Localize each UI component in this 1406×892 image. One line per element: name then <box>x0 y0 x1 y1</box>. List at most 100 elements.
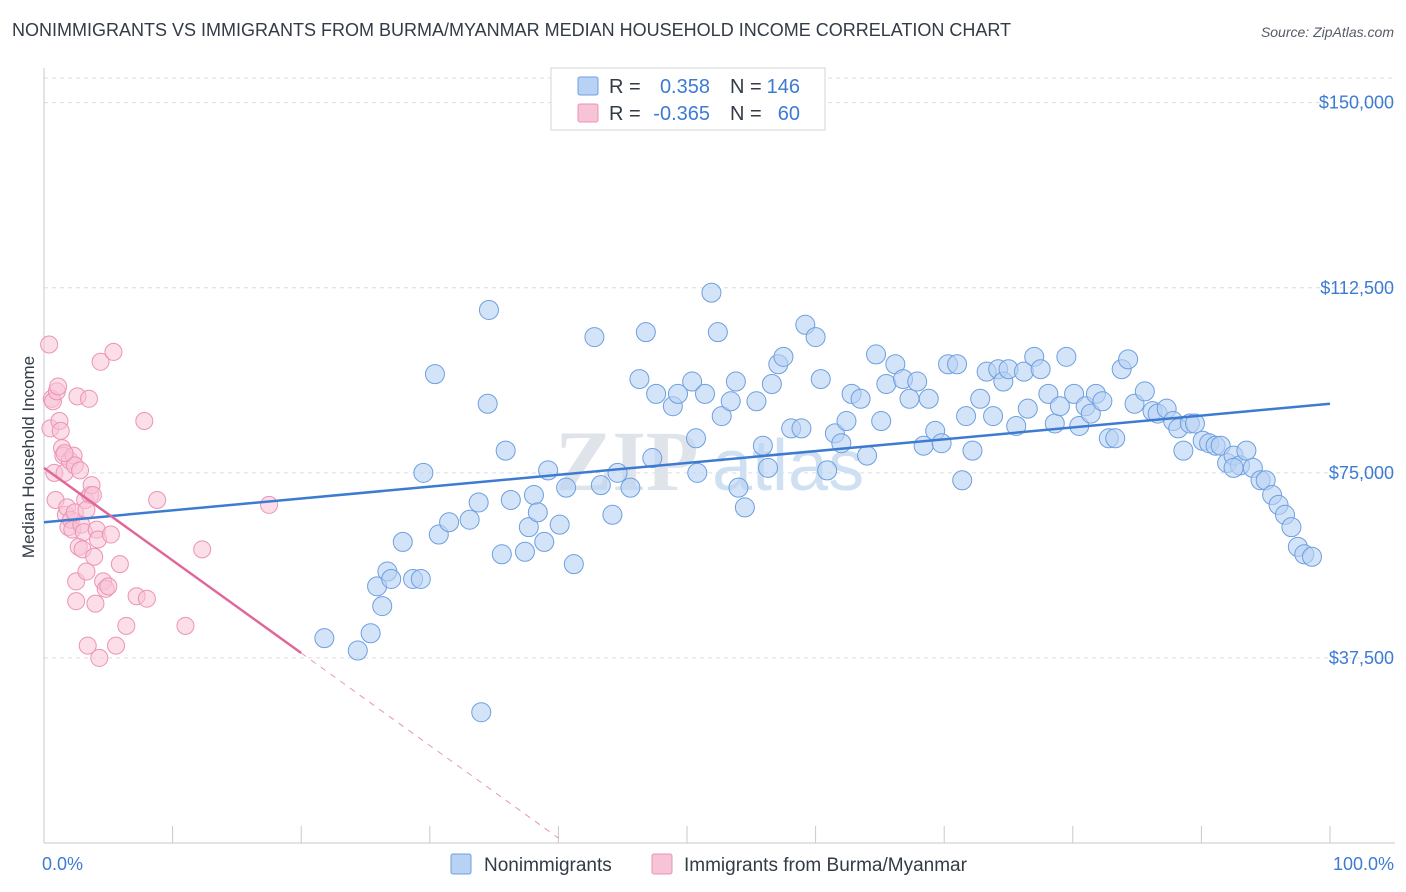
nonimmigrant-point-89 <box>983 406 1004 427</box>
legend-r-value-blue: 0.358 <box>660 76 710 98</box>
nonimmigrant-point-18 <box>478 299 499 320</box>
nonimmigrant-point-6 <box>372 596 393 617</box>
nonimmigrant-point-21 <box>500 489 521 510</box>
nonimmigrant-point-71 <box>866 344 887 365</box>
nonimmigrant-point-0 <box>314 628 335 649</box>
immigrant-point-59 <box>55 444 74 463</box>
nonimmigrant-point-62 <box>805 327 826 348</box>
nonimmigrant-point-23 <box>518 517 539 538</box>
nonimmigrant-point-41 <box>667 383 688 404</box>
nonimmigrant-point-48 <box>711 406 732 427</box>
trend-line-nonimmigrants <box>43 402 1331 524</box>
y-tick-label-1: $75,000 <box>1329 463 1394 483</box>
y-tick-label-2: $112,500 <box>1320 278 1394 298</box>
legend-swatch-pink <box>577 103 599 123</box>
nonimmigrant-point-17 <box>477 393 498 414</box>
nonimmigrant-point-83 <box>947 354 968 375</box>
legend-n-label-pink: N = <box>730 103 762 125</box>
nonimmigrant-point-9 <box>410 568 431 589</box>
immigrant-point-31 <box>78 636 97 655</box>
nonimmigrant-point-2 <box>360 623 381 644</box>
legend-r-value-pink: -0.365 <box>653 103 710 125</box>
immigrant-point-45 <box>101 525 120 544</box>
trend-lines <box>43 402 1331 839</box>
immigrant-point-51 <box>135 412 154 431</box>
immigrant-point-48 <box>110 555 129 574</box>
nonimmigrant-point-101 <box>1056 346 1077 367</box>
nonimmigrant-point-46 <box>701 282 722 303</box>
bottom-legend-swatch-nonimmigrants <box>450 853 472 875</box>
nonimmigrant-point-69 <box>850 388 871 409</box>
immigrant-point-36 <box>85 547 104 566</box>
nonimmigrant-point-102 <box>1064 383 1085 404</box>
bottom-legend-swatch-immigrants <box>651 853 673 875</box>
nonimmigrant-point-97 <box>1030 359 1051 380</box>
nonimmigrant-point-50 <box>725 371 746 392</box>
nonimmigrant-point-51 <box>728 477 749 498</box>
nonimmigrant-point-31 <box>584 327 605 348</box>
immigrant-point-52 <box>137 589 156 608</box>
nonimmigrant-point-95 <box>1017 398 1038 419</box>
nonimmigrant-point-7 <box>392 531 413 552</box>
stats-legend: R = 0.358 N = 146 R = -0.365 N = 60 <box>550 67 826 131</box>
nonimmigrant-point-67 <box>836 411 857 432</box>
bottom-legend-label-nonimmigrants: Nonimmigrants <box>484 855 612 876</box>
nonimmigrant-point-72 <box>871 411 892 432</box>
nonimmigrant-point-20 <box>495 440 516 461</box>
nonimmigrant-point-55 <box>758 457 779 478</box>
nonimmigrant-point-60 <box>791 418 812 439</box>
nonimmigrant-point-84 <box>952 470 973 491</box>
immigrant-point-49 <box>117 616 136 635</box>
nonimmigrant-point-13 <box>439 512 460 533</box>
legend-r-label-pink: R = <box>609 103 641 125</box>
nonimmigrant-point-29 <box>556 477 577 498</box>
immigrant-point-7 <box>49 377 68 396</box>
legend-n-value-pink: 60 <box>778 103 800 125</box>
nonimmigrant-point-81 <box>931 433 952 454</box>
nonimmigrant-point-64 <box>817 460 838 481</box>
nonimmigrant-point-52 <box>734 497 755 518</box>
series-legend: Nonimmigrants Immigrants from Burma/Myan… <box>450 853 968 876</box>
nonimmigrant-point-87 <box>970 388 991 409</box>
nonimmigrant-point-105 <box>1080 403 1101 424</box>
x-tick-label-max: 100.0% <box>1333 854 1394 874</box>
y-tick-label-3: $150,000 <box>1319 93 1394 113</box>
nonimmigrant-point-86 <box>962 440 983 461</box>
immigrant-point-41 <box>91 352 110 371</box>
nonimmigrant-point-43 <box>686 428 707 449</box>
immigrant-point-32 <box>80 389 99 408</box>
nonimmigrant-point-49 <box>720 391 741 412</box>
nonimmigrant-point-25 <box>527 502 548 523</box>
y-tick-labels: $37,500 $75,000 $112,500 $150,000 <box>1319 93 1394 668</box>
nonimmigrant-point-19 <box>491 544 512 565</box>
immigrant-point-22 <box>67 592 86 611</box>
immigrant-point-56 <box>260 495 279 514</box>
nonimmigrant-point-63 <box>810 369 831 390</box>
nonimmigrant-point-44 <box>687 462 708 483</box>
immigrant-point-44 <box>99 577 118 596</box>
nonimmigrant-point-47 <box>707 322 728 343</box>
nonimmigrant-point-15 <box>468 492 489 513</box>
nonimmigrant-point-77 <box>907 371 928 392</box>
trend-line-immigrants <box>43 466 302 654</box>
nonimmigrant-point-39 <box>646 383 667 404</box>
nonimmigrant-point-111 <box>1118 349 1139 370</box>
nonimmigrant-point-98 <box>1038 383 1059 404</box>
immigrant-point-55 <box>193 540 212 559</box>
nonimmigrant-point-76 <box>899 388 920 409</box>
immigrant-point-9 <box>51 421 70 440</box>
immigrant-point-25 <box>71 461 90 480</box>
source-credit: Source: ZipAtlas.com <box>1260 24 1394 40</box>
nonimmigrant-point-100 <box>1049 396 1070 417</box>
nonimmigrant-point-54 <box>752 435 773 456</box>
nonimmigrant-point-58 <box>773 346 794 367</box>
nonimmigrant-point-33 <box>602 504 623 525</box>
nonimmigrant-point-85 <box>956 406 977 427</box>
nonimmigrant-point-140 <box>1223 457 1244 478</box>
immigrant-point-53 <box>148 490 167 509</box>
nonimmigrant-point-38 <box>642 448 663 469</box>
immigrant-point-54 <box>176 616 195 635</box>
nonimmigrant-point-10 <box>413 462 434 483</box>
nonimmigrant-point-107 <box>1092 391 1113 412</box>
